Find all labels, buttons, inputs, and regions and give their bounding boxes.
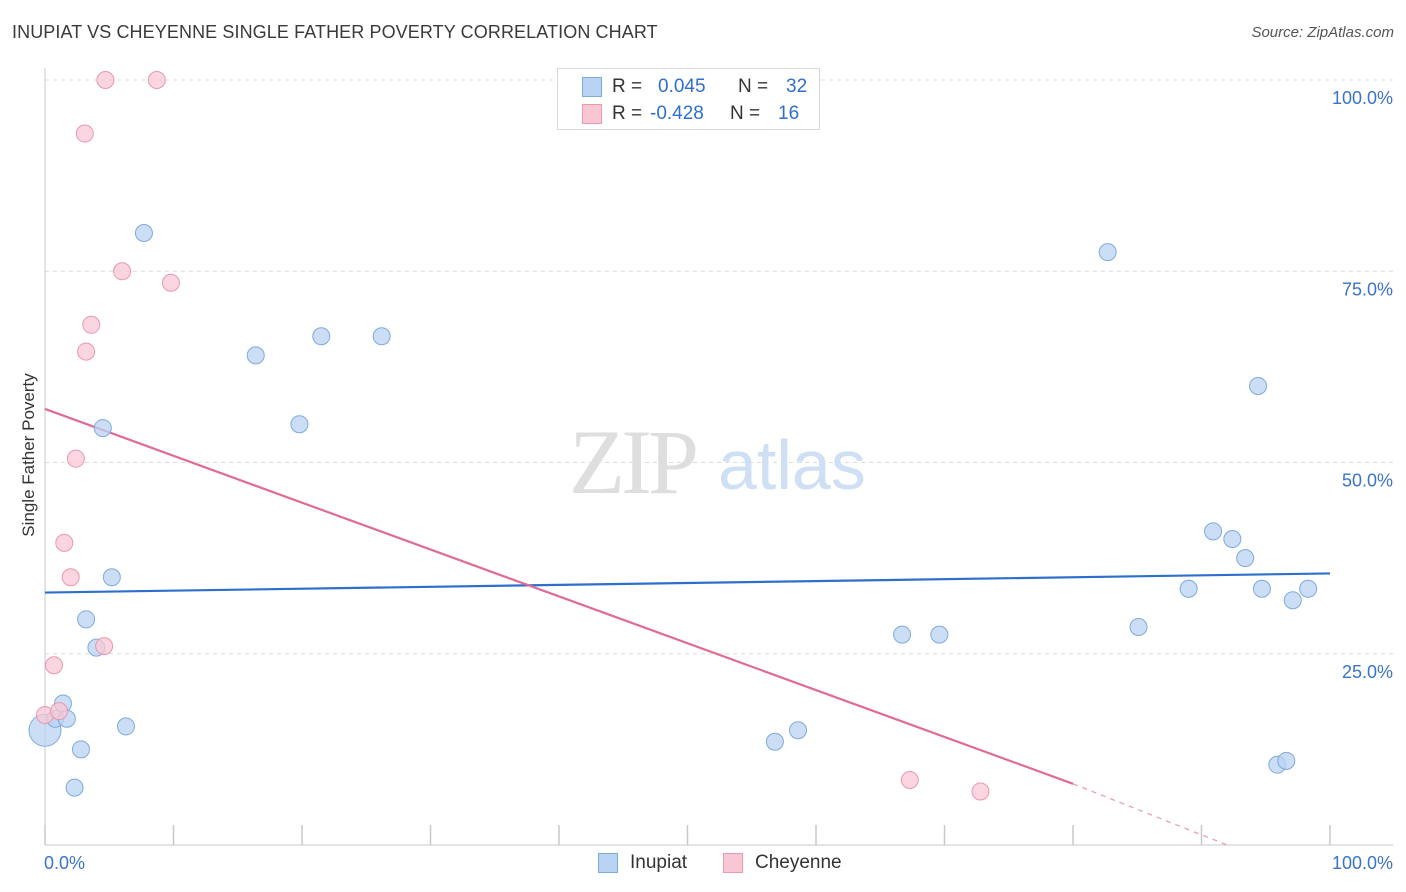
cheyenne-point (55, 533, 74, 552)
inupiat-point (930, 625, 949, 644)
inupiat-point (77, 610, 96, 629)
cheyenne-point (161, 273, 180, 292)
inupiat-r-value: 0.045 (658, 76, 706, 97)
inupiat-point (102, 568, 121, 587)
inupiat-point (246, 346, 265, 365)
tick-labels: 25.0% 50.0% 75.0% 100.0% 0.0% 100.0% (44, 88, 1393, 873)
cheyenne-n-value: 16 (778, 103, 800, 124)
inupiat-point (1236, 549, 1255, 568)
cheyenne-r-value: -0.428 (650, 103, 704, 124)
cheyenne-point (95, 637, 114, 656)
data-points (28, 71, 1318, 801)
source-label: Source: ZipAtlas.com (1251, 24, 1394, 41)
cheyenne-point (971, 782, 990, 801)
cheyenne-point (147, 71, 166, 89)
grid-lines (45, 79, 1393, 655)
y-tick-label: 100.0% (1332, 88, 1393, 108)
inupiat-point (1098, 243, 1117, 262)
n-label: N = (738, 76, 769, 97)
inupiat-point (765, 732, 784, 751)
inupiat-point (71, 740, 90, 759)
inupiat-point (116, 717, 135, 736)
cheyenne-legend-label: Cheyenne (755, 852, 842, 873)
inupiat-legend-label: Inupiat (630, 852, 688, 873)
inupiat-point (1204, 522, 1223, 541)
inupiat-point (372, 327, 391, 346)
cheyenne-point (900, 770, 919, 789)
inupiat-point (1129, 617, 1148, 636)
inupiat-point (1283, 591, 1302, 610)
cheyenne-point (77, 342, 96, 361)
inupiat-point (1223, 530, 1242, 548)
axes (44, 68, 1393, 846)
legend-row-cheyenne: R = -0.428 N = 16 (582, 102, 799, 126)
inupiat-point (1179, 579, 1198, 598)
inupiat-point (1299, 579, 1318, 598)
watermark-zip: ZIP (569, 411, 696, 513)
y-tick-label: 25.0% (1342, 662, 1393, 682)
cheyenne-point (113, 262, 132, 281)
chart-title: INUPIAT VS CHEYENNE SINGLE FATHER POVERT… (12, 22, 658, 42)
inupiat-legend-swatch (598, 853, 618, 873)
inupiat-point (1249, 377, 1268, 395)
cheyenne-point (96, 71, 115, 89)
cheyenne-swatch (582, 104, 602, 124)
r-label: R = (612, 76, 643, 97)
cheyenne-point (82, 315, 101, 334)
n-label: N = (730, 103, 761, 124)
inupiat-point (290, 415, 309, 434)
inupiat-point (893, 625, 912, 644)
y-tick-label: 75.0% (1342, 279, 1393, 299)
inupiat-point (134, 224, 153, 242)
legend-row-inupiat: R = 0.045 N = 32 (582, 75, 807, 99)
cheyenne-trend-extension (1072, 783, 1228, 846)
inupiat-swatch (582, 77, 602, 97)
inupiat-n-value: 32 (786, 76, 808, 97)
watermark-atlas: atlas (718, 426, 866, 504)
inupiat-point (312, 327, 331, 346)
inupiat-point (1277, 751, 1296, 770)
bottom-legend-inupiat: Inupiat (598, 852, 687, 874)
trend-lines (44, 407, 1331, 846)
bottom-legend-cheyenne: Cheyenne (723, 852, 842, 874)
y-tick-label: 50.0% (1342, 471, 1393, 491)
y-axis-label: Single Father Poverty (19, 373, 38, 537)
x-tick-label-start: 0.0% (44, 853, 85, 873)
inupiat-point (789, 721, 808, 740)
cheyenne-point (50, 702, 69, 721)
cheyenne-point (44, 656, 63, 675)
correlation-legend: R = 0.045 N = 32 R = -0.428 N = 16 (557, 68, 820, 130)
inupiat-trend-line (44, 572, 1331, 594)
cheyenne-point (75, 124, 94, 143)
cheyenne-point (66, 449, 85, 468)
inupiat-point (1252, 579, 1271, 598)
cheyenne-trend-line (44, 407, 1074, 785)
r-label: R = (612, 103, 643, 124)
inupiat-point (93, 419, 112, 438)
cheyenne-point (61, 568, 80, 587)
cheyenne-legend-swatch (723, 853, 743, 873)
watermark: ZIP atlas (569, 411, 866, 513)
inupiat-point (65, 778, 84, 797)
x-tick-label-end: 100.0% (1332, 853, 1393, 873)
